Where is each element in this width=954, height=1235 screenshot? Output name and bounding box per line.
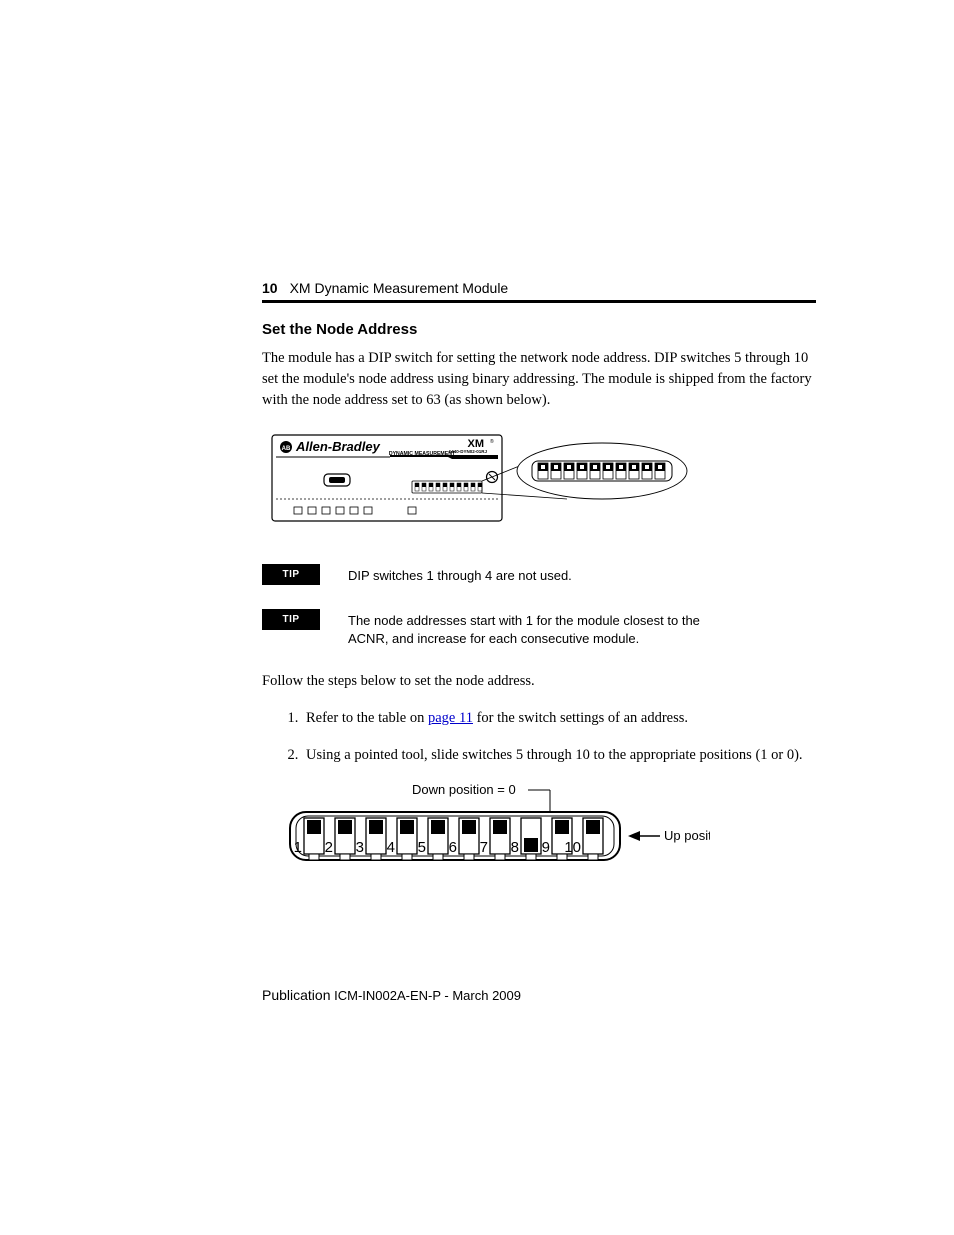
product-sub: 1440-DYN02-01RJ [449,449,488,454]
svg-text:AB: AB [282,446,291,452]
tip-text: DIP switches 1 through 4 are not used. [348,564,572,585]
publication-footer: Publication ICM-IN002A-EN-P - March 2009 [262,987,816,1003]
publication-id: ICM-IN002A-EN-P - March 2009 [331,988,522,1003]
svg-text:7: 7 [480,839,488,856]
up-position-label: Up position =1 [664,828,710,843]
doc-title: XM Dynamic Measurement Module [290,280,509,296]
follow-text: Follow the steps below to set the node a… [262,673,816,690]
tip-row-1: TIP DIP switches 1 through 4 are not use… [262,564,816,585]
svg-text:10: 10 [564,839,581,856]
dip-switch-figure: Down position = 0 1 2 3 4 5 6 7 8 9 10 Up positio… [280,782,816,887]
brand-text: Allen-Bradley [295,439,381,454]
steps-list: Refer to the table on page 11 for the sw… [262,708,816,766]
section-title: Set the Node Address [262,321,816,338]
step-1-pre: Refer to the table on [306,710,428,726]
svg-text:6: 6 [449,839,457,856]
svg-text:3: 3 [356,839,364,856]
reg-mark: ® [490,438,494,445]
module-svg: AB Allen-Bradley DYNAMIC MEASUREMENT XM … [262,429,692,529]
header-rule [262,300,816,303]
module-figure: AB Allen-Bradley DYNAMIC MEASUREMENT XM … [262,429,816,534]
svg-text:5: 5 [418,839,426,856]
svg-text:2: 2 [325,839,333,856]
down-position-label: Down position = 0 [412,782,516,797]
publication-label: Publication [262,987,331,1003]
section-paragraph: The module has a DIP switch for setting … [262,348,816,411]
page-number: 10 [262,280,278,296]
svg-text:9: 9 [542,839,550,856]
tip-text: The node addresses start with 1 for the … [348,609,708,648]
svg-text:4: 4 [387,839,395,856]
step-2: Using a pointed tool, slide switches 5 t… [302,745,816,766]
step-1: Refer to the table on page 11 for the sw… [302,708,816,729]
svg-text:1: 1 [294,839,302,856]
page-link[interactable]: page 11 [428,710,473,726]
svg-text:8: 8 [511,839,519,856]
dip-switches-group: 1 2 3 4 5 6 7 8 9 10 [294,818,603,860]
step-1-post: for the switch settings of an address. [473,710,688,726]
tip-badge: TIP [262,609,320,630]
dip-switch-svg: Down position = 0 1 2 3 4 5 6 7 8 9 10 Up positio… [280,782,710,882]
tip-row-2: TIP The node addresses start with 1 for … [262,609,816,648]
page-header: 10 XM Dynamic Measurement Module [262,280,816,296]
tip-badge: TIP [262,564,320,585]
